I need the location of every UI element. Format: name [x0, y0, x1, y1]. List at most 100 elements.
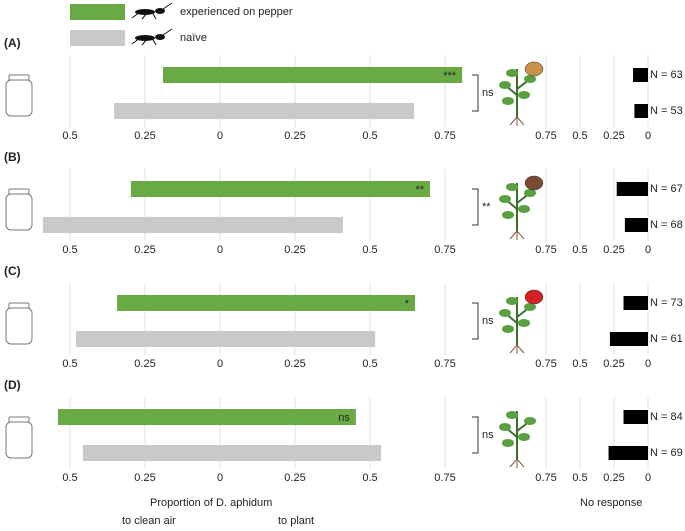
- significance-bracket: [472, 188, 479, 226]
- bar-clean-air: [76, 331, 220, 347]
- plant-icon: [499, 175, 544, 240]
- x-axis-title: Proportion of D. aphidum: [150, 497, 272, 509]
- bug-icon: [524, 175, 544, 191]
- n-label: N = 68: [650, 219, 683, 231]
- plant-leaf: [502, 325, 514, 333]
- x-tick-label: 0.25: [134, 358, 155, 370]
- plant-leaf: [499, 309, 511, 317]
- insect-icon: [131, 28, 173, 46]
- n-label: N = 61: [650, 333, 683, 345]
- plant-icon: [499, 411, 536, 468]
- x2-tick-label: 0.5: [572, 130, 587, 142]
- jar-lid: [8, 302, 30, 309]
- bar-clean-air: [114, 103, 220, 119]
- x-tick-label: 0.25: [134, 244, 155, 256]
- jar-body: [5, 421, 33, 459]
- x2-tick-label: 0.5: [572, 472, 587, 484]
- x2-tick-label: 0: [645, 358, 651, 370]
- x-tick-label: 0: [217, 472, 223, 484]
- no-response-bar: [623, 296, 648, 310]
- x-tick-label: 0.25: [134, 472, 155, 484]
- x-tick-label: 0.5: [62, 358, 77, 370]
- bug-icon: [524, 289, 544, 305]
- x2-tick-label: 0.75: [535, 130, 556, 142]
- plant-leaf: [499, 423, 511, 431]
- x2-axis-title: No response: [580, 497, 642, 509]
- jar-lid: [8, 74, 30, 81]
- plant-leaf: [518, 91, 530, 99]
- plant-leaf: [502, 439, 514, 447]
- plant-leaf: [518, 205, 530, 213]
- jar-lid: [8, 416, 30, 423]
- legend-label: naïve: [180, 32, 207, 44]
- no-response-bar: [616, 182, 648, 196]
- x-tick-label: 0.5: [362, 358, 377, 370]
- x-tick-label: 0.25: [134, 130, 155, 142]
- bar-plant: [220, 409, 356, 425]
- jar-icon: [5, 302, 33, 345]
- plant-leaf: [502, 211, 514, 219]
- x-tick-label: 0.75: [434, 130, 455, 142]
- legend-label: experienced on pepper: [180, 6, 293, 18]
- x-tick-label: 0.5: [362, 244, 377, 256]
- bracket-annotation: ns: [482, 315, 494, 327]
- x2-tick-label: 0.25: [603, 358, 624, 370]
- x2-tick-label: 0.25: [603, 130, 624, 142]
- bar-clean-air: [43, 217, 220, 233]
- x-tick-label: 0: [217, 130, 223, 142]
- significance-bracket: [472, 74, 479, 112]
- bar-annotation: ***: [443, 70, 457, 82]
- bar-annotation: **: [415, 184, 424, 196]
- x-tick-label: 0.5: [62, 472, 77, 484]
- n-label: N = 73: [650, 297, 683, 309]
- panel-label: (D): [4, 378, 21, 392]
- bar-plant: [220, 295, 415, 311]
- bar-plant: [220, 331, 376, 347]
- n-label: N = 84: [650, 411, 683, 423]
- bar-annotation: ns: [338, 412, 350, 424]
- bar-clean-air: [130, 181, 220, 197]
- x-tick-label: 0.5: [362, 130, 377, 142]
- panel-label: (A): [4, 36, 21, 50]
- x-tick-label: 0.5: [62, 130, 77, 142]
- plant-root: [509, 116, 525, 126]
- plant-leaf: [524, 189, 536, 197]
- plant-icon: [499, 289, 544, 354]
- jar-icon: [5, 74, 33, 117]
- plant-leaf: [506, 183, 518, 191]
- plant-leaf: [499, 195, 511, 203]
- bar-clean-air: [117, 295, 220, 311]
- x-tick-label: 0.25: [284, 244, 305, 256]
- bug-icon: [524, 61, 544, 77]
- x-sublabel: to plant: [278, 515, 314, 527]
- bar-clean-air: [58, 409, 220, 425]
- bar-clean-air: [163, 67, 220, 83]
- x2-tick-label: 0.25: [603, 244, 624, 256]
- no-response-bar: [623, 410, 648, 424]
- x-tick-label: 0: [217, 244, 223, 256]
- significance-bracket: [472, 302, 479, 340]
- x2-tick-label: 0.75: [535, 358, 556, 370]
- no-response-bar: [624, 218, 648, 232]
- x2-tick-label: 0.75: [535, 472, 556, 484]
- plant-icon: [499, 61, 544, 126]
- x2-tick-label: 0: [645, 130, 651, 142]
- bar-plant: [220, 181, 430, 197]
- plant-leaf: [499, 81, 511, 89]
- n-label: N = 63: [650, 69, 683, 81]
- significance-bracket: [472, 416, 479, 454]
- bar-plant: [220, 217, 343, 233]
- legend: experienced on pepper naïve: [70, 2, 293, 46]
- x2-tick-label: 0: [645, 472, 651, 484]
- plant-leaf: [506, 411, 518, 419]
- jar-icon: [5, 416, 33, 459]
- n-label: N = 69: [650, 447, 683, 459]
- x-tick-label: 0.25: [284, 130, 305, 142]
- x2-tick-label: 0.25: [603, 472, 624, 484]
- x-tick-label: 0.75: [434, 244, 455, 256]
- bar-plant: [220, 67, 463, 83]
- no-response-bar: [633, 68, 648, 82]
- jar-body: [5, 193, 33, 231]
- plant-root: [509, 344, 525, 354]
